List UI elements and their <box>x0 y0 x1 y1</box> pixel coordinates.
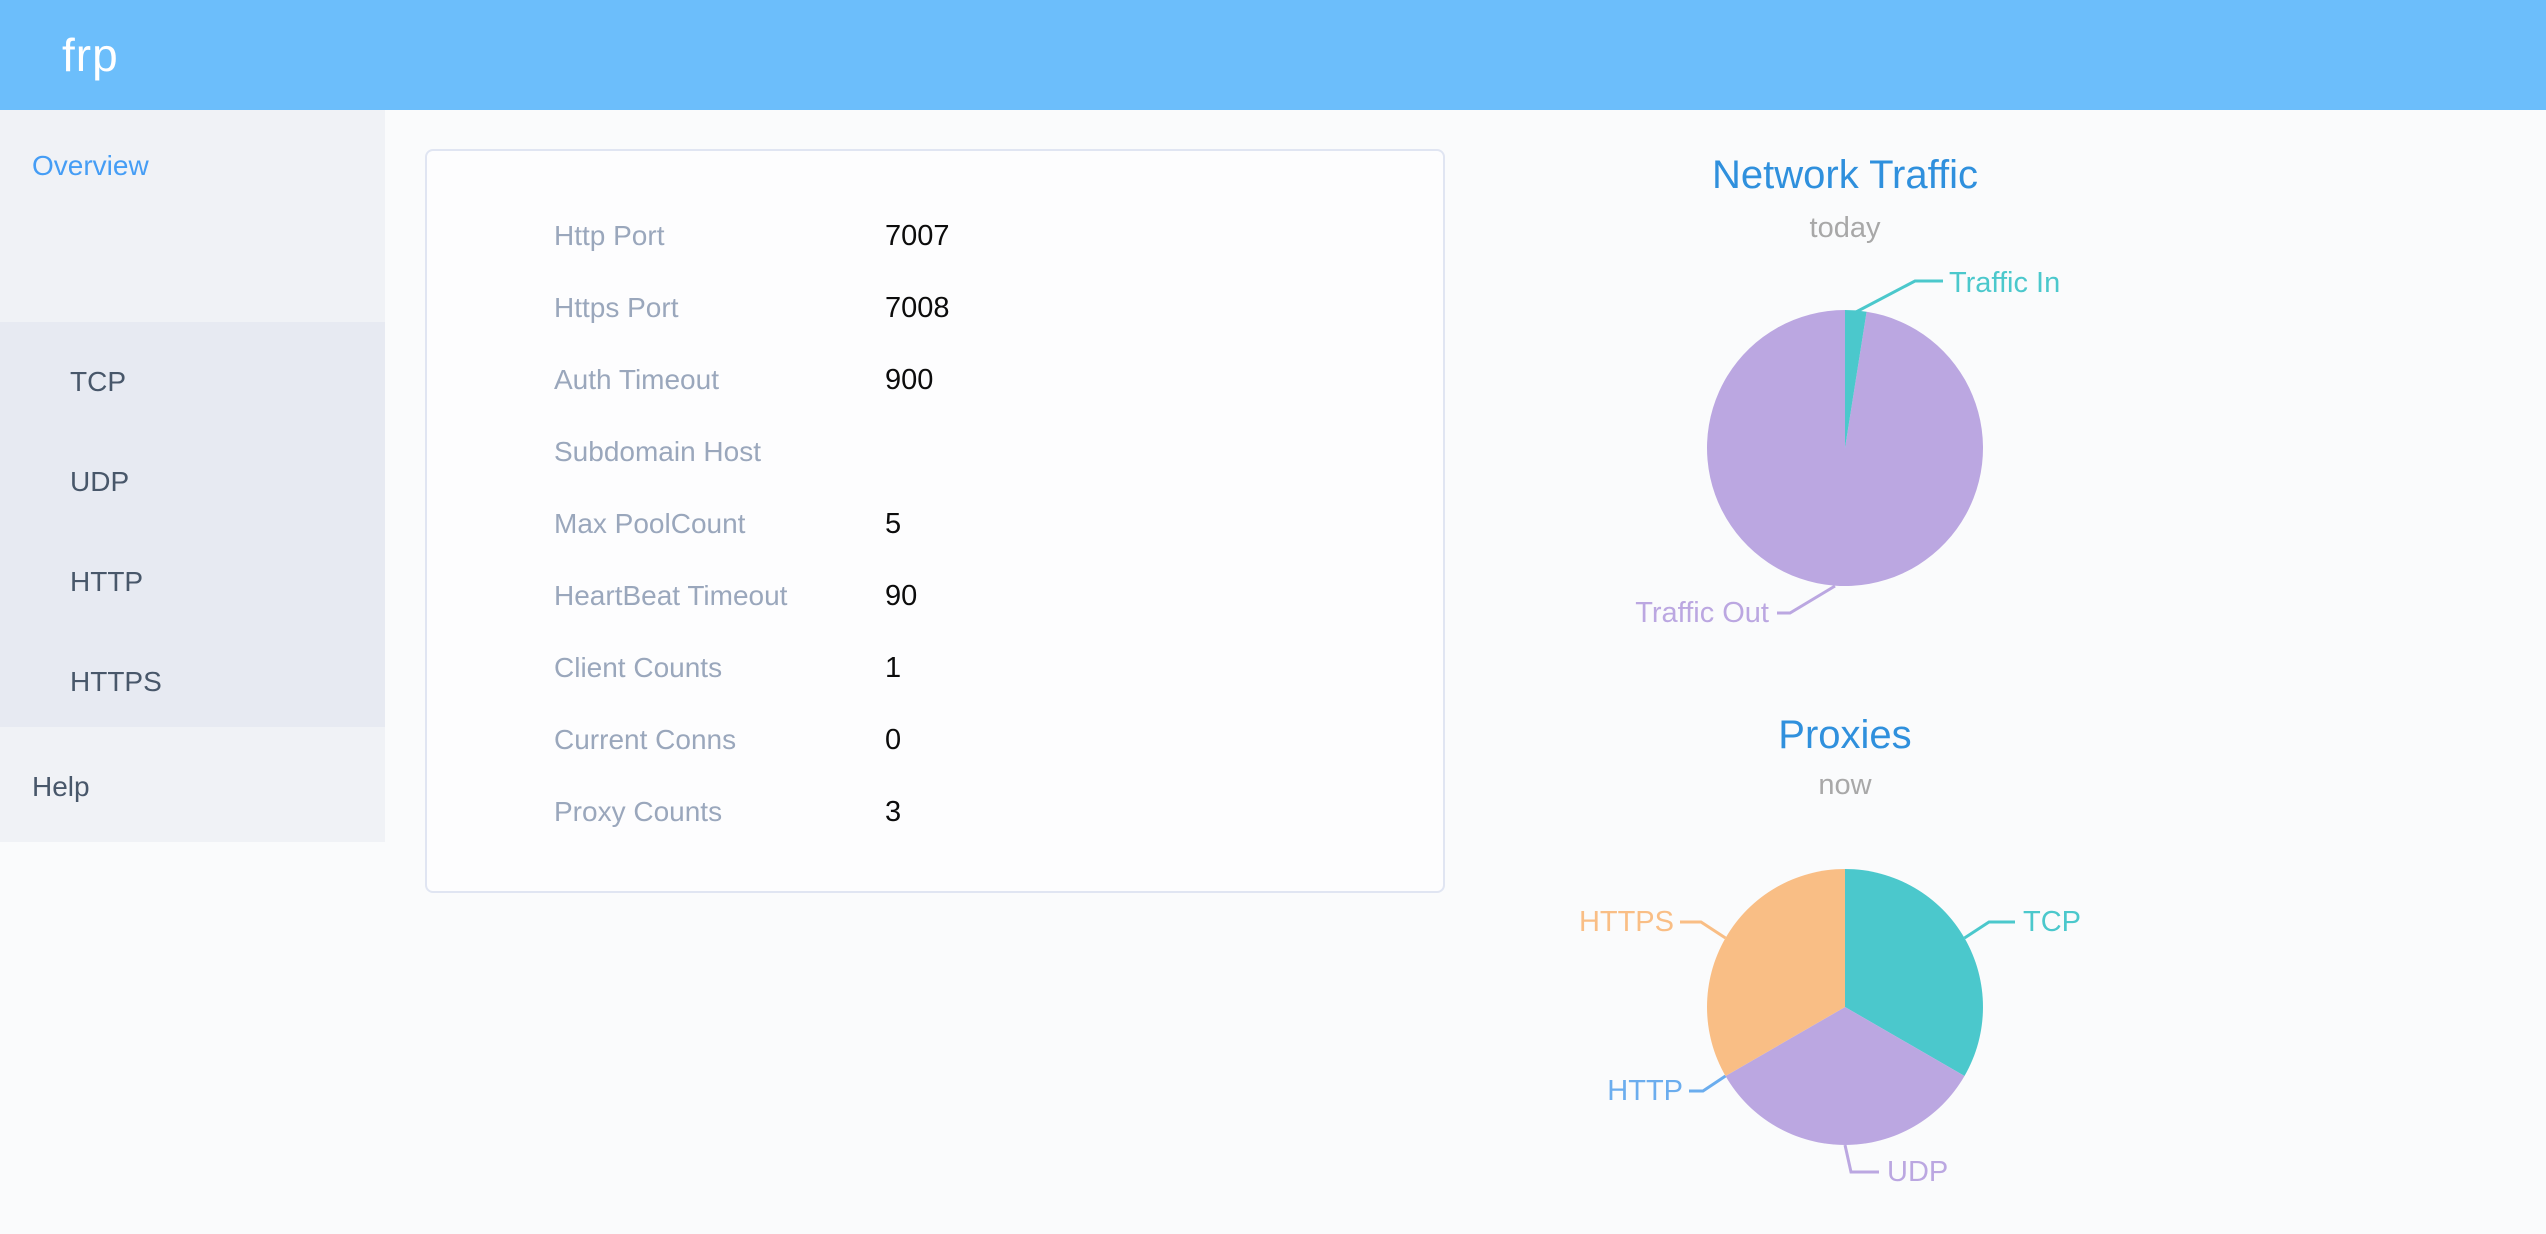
network-traffic-title: Network Traffic <box>1712 153 1978 197</box>
network-traffic-subtitle: today <box>1809 212 1881 244</box>
config-row-client-counts: Client Counts 1 <box>427 632 1443 704</box>
config-row-http-port: Http Port 7007 <box>427 200 1443 272</box>
leader-line-traffic-out <box>1777 584 1836 615</box>
sidebar-item-help[interactable]: Help <box>32 771 90 802</box>
config-row-current-conns: Current Conns 0 <box>427 704 1443 776</box>
pie-label-https: HTTPS <box>1578 906 1674 938</box>
config-row-subdomain-host: Subdomain Host <box>427 416 1443 488</box>
network-traffic-chart: Network Traffic today Traffic In Traffic… <box>1565 140 2125 680</box>
leader-line-https <box>1680 920 1727 940</box>
sidebar-item-overview[interactable]: Overview <box>32 150 149 181</box>
pie-label-traffic-in: Traffic In <box>1949 267 2061 299</box>
config-label: Proxy Counts <box>554 796 723 827</box>
app-logo: frp <box>62 29 119 81</box>
pie-slice-traffic-in[interactable] <box>1845 310 1867 448</box>
config-label: Subdomain Host <box>554 436 762 467</box>
config-value: 7008 <box>885 292 950 324</box>
config-label: Auth Timeout <box>554 364 719 395</box>
sidebar-item-tcp[interactable]: TCP <box>70 366 126 397</box>
pie-slice-udp[interactable] <box>1725 1007 1965 1145</box>
pie-label-udp: UDP <box>1887 1156 1949 1188</box>
sidebar-item-https[interactable]: HTTPS <box>70 666 162 697</box>
config-label: Client Counts <box>554 652 723 683</box>
server-config-panel: Http Port 7007 Https Port 7008 Auth Time… <box>425 149 1445 893</box>
pie-label-tcp: TCP <box>2023 906 2081 938</box>
leader-line-udp <box>1843 1144 1879 1174</box>
pie-slice-https[interactable] <box>1707 869 1845 1076</box>
proxies-title: Proxies <box>1778 713 1912 757</box>
sidebar: Overview Proxies TCP UDP HTTP HTTPS Help <box>0 110 385 842</box>
config-value: 900 <box>885 364 934 396</box>
pie-slice-traffic-out[interactable] <box>1707 310 1984 586</box>
sidebar-item-http[interactable]: HTTP <box>70 566 144 597</box>
config-label: Current Conns <box>554 724 737 755</box>
leader-line-tcp <box>1963 920 2015 940</box>
config-value: 0 <box>885 724 902 756</box>
config-value: 1 <box>885 652 902 684</box>
config-label: Max PoolCount <box>554 508 746 539</box>
proxies-chart: Proxies now TCP UDP HTTP HTTPS <box>1565 690 2125 1234</box>
sidebar-item-udp[interactable]: UDP <box>70 466 130 497</box>
config-value: 90 <box>885 580 918 612</box>
proxies-submenu: TCP UDP HTTP HTTPS <box>0 322 385 727</box>
config-row-max-poolcount: Max PoolCount 5 <box>427 488 1443 560</box>
config-label: HeartBeat Timeout <box>554 580 788 611</box>
config-label: Http Port <box>554 220 665 251</box>
pie-slice-tcp[interactable] <box>1845 869 1983 1076</box>
config-label: Https Port <box>554 292 679 323</box>
config-row-https-port: Https Port 7008 <box>427 272 1443 344</box>
leader-line-http <box>1689 1074 1727 1093</box>
config-value: 7007 <box>885 220 950 252</box>
header-bar: frp <box>0 0 2546 110</box>
proxies-subtitle: now <box>1818 769 1872 801</box>
config-row-auth-timeout: Auth Timeout 900 <box>427 344 1443 416</box>
leader-line-traffic-in <box>1855 279 1943 314</box>
pie-label-http: HTTP <box>1607 1075 1683 1107</box>
pie-label-traffic-out: Traffic Out <box>1635 597 1769 629</box>
config-value: 3 <box>885 796 902 828</box>
config-value: 5 <box>885 508 902 540</box>
config-row-proxy-counts: Proxy Counts 3 <box>427 776 1443 848</box>
config-row-heartbeat-timeout: HeartBeat Timeout 90 <box>427 560 1443 632</box>
